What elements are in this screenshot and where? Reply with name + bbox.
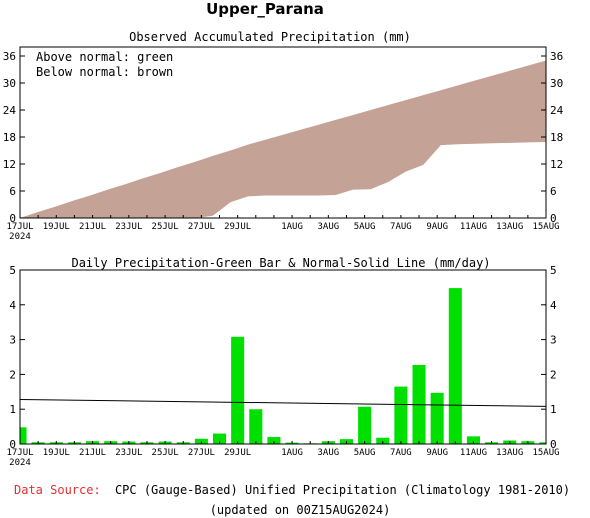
bottom-ytick-label-right: 4 — [550, 299, 557, 312]
bottom-ytick-label-right: 1 — [550, 403, 557, 416]
bottom-xtick-label: 23JUL — [115, 448, 142, 458]
top-ytick-label-right: 12 — [550, 158, 563, 171]
daily-precip-bar — [448, 288, 462, 444]
daily-precip-bar — [267, 437, 281, 444]
daily-precip-bar — [466, 436, 480, 444]
top-xtick-label: 9AUG — [426, 222, 448, 232]
top-ytick-label-left: 0 — [9, 212, 16, 225]
bottom-xtick-label: 13AUG — [496, 448, 523, 458]
top-xtick-label: 11AUG — [460, 222, 487, 232]
top-xtick-label: 23JUL — [115, 222, 142, 232]
top-xtick-label: 13AUG — [496, 222, 523, 232]
top-ytick-label-left: 30 — [3, 77, 16, 90]
bottom-ytick-label-left: 3 — [9, 334, 16, 347]
normal-daily-line — [19, 398, 547, 407]
bottom-xtick-label: 7AUG — [390, 448, 412, 458]
bottom-xtick-label: 29JUL — [224, 448, 251, 458]
accumulated-precip-panel: Observed Accumulated Precipitation (mm) … — [3, 30, 564, 242]
top-ytick-label-left: 12 — [3, 158, 16, 171]
top-xtick-label: 5AUG — [354, 222, 376, 232]
footer-updated: (updated on 00Z15AUG2024) — [210, 503, 391, 517]
bottom-xtick-label: 1AUG — [281, 448, 303, 458]
daily-precip-bar — [20, 427, 27, 444]
top-xtick-label: 15AUG — [532, 222, 559, 232]
top-xtick-label: 7AUG — [390, 222, 412, 232]
bottom-xtick-year: 2024 — [9, 458, 31, 468]
daily-precip-panel: Daily Precipitation-Green Bar & Normal-S… — [6, 256, 559, 468]
daily-precip-bar — [212, 433, 227, 444]
top-ytick-label-right: 18 — [550, 131, 563, 144]
top-ytick-label-left: 6 — [9, 185, 16, 198]
top-xtick-label: 1AUG — [281, 222, 303, 232]
top-frame — [19, 46, 547, 219]
daily-precip-bar — [231, 336, 245, 444]
source-text: CPC (Gauge-Based) Unified Precipitation … — [115, 483, 570, 497]
top-ytick-label-left: 24 — [3, 104, 17, 117]
daily-precip-bar — [249, 409, 263, 444]
top-xtick-label: 17JUL — [6, 222, 33, 232]
daily-precip-bar — [358, 406, 372, 444]
daily-precip-bar — [539, 442, 546, 444]
top-ytick-label-right: 6 — [550, 185, 557, 198]
bottom-frame — [19, 269, 547, 445]
source-label: Data Source: — [14, 483, 101, 497]
top-xtick-label: 29JUL — [224, 222, 251, 232]
bottom-ytick-label-right: 3 — [550, 334, 557, 347]
footer-source: Data Source: CPC (Gauge-Based) Unified P… — [14, 483, 570, 497]
bottom-xtick-label: 25JUL — [152, 448, 179, 458]
main-title: Upper_Parana — [206, 0, 324, 18]
bottom-ytick-label-right: 0 — [550, 438, 557, 451]
bottom-ytick-label-left: 2 — [9, 368, 16, 381]
top-xtick-label: 3AUG — [318, 222, 340, 232]
observed-accum-area — [20, 141, 546, 218]
bottom-xtick-label: 9AUG — [426, 448, 448, 458]
bottom-xtick-label: 21JUL — [79, 448, 106, 458]
legend-below-normal: Below normal: brown — [36, 65, 173, 79]
top-ytick-label-left: 18 — [3, 131, 16, 144]
bottom-xtick-label: 27JUL — [188, 448, 215, 458]
bottom-ytick-label-left: 5 — [9, 264, 16, 277]
top-xtick-label: 25JUL — [152, 222, 179, 232]
daily-precip-bar — [430, 392, 444, 444]
bottom-ytick-label-right: 2 — [550, 368, 557, 381]
bottom-ytick-label-left: 0 — [9, 438, 16, 451]
top-ytick-label-right: 0 — [550, 212, 557, 225]
top-xtick-year: 2024 — [9, 232, 31, 242]
daily-precip-bar — [394, 386, 408, 444]
top-panel-title: Observed Accumulated Precipitation (mm) — [129, 30, 411, 44]
bottom-xtick-label: 3AUG — [318, 448, 340, 458]
top-ytick-label-left: 36 — [3, 50, 16, 63]
bottom-xtick-label: 19JUL — [43, 448, 70, 458]
top-ytick-label-right: 30 — [550, 77, 563, 90]
bottom-ytick-label-right: 5 — [550, 264, 557, 277]
bottom-ytick-label-left: 4 — [9, 299, 16, 312]
legend-above-normal: Above normal: green — [36, 50, 173, 64]
top-xtick-label: 21JUL — [79, 222, 106, 232]
top-ytick-label-right: 36 — [550, 50, 563, 63]
bottom-xtick-label: 11AUG — [460, 448, 487, 458]
bottom-xtick-label: 17JUL — [6, 448, 33, 458]
bottom-panel-title: Daily Precipitation-Green Bar & Normal-S… — [71, 256, 490, 270]
bottom-xtick-label: 5AUG — [354, 448, 376, 458]
bottom-xtick-label: 15AUG — [532, 448, 559, 458]
top-xtick-label: 27JUL — [188, 222, 215, 232]
top-xtick-label: 19JUL — [43, 222, 70, 232]
top-ytick-label-right: 24 — [550, 104, 564, 117]
daily-precip-bar — [376, 437, 390, 444]
bottom-ytick-label-left: 1 — [9, 403, 16, 416]
